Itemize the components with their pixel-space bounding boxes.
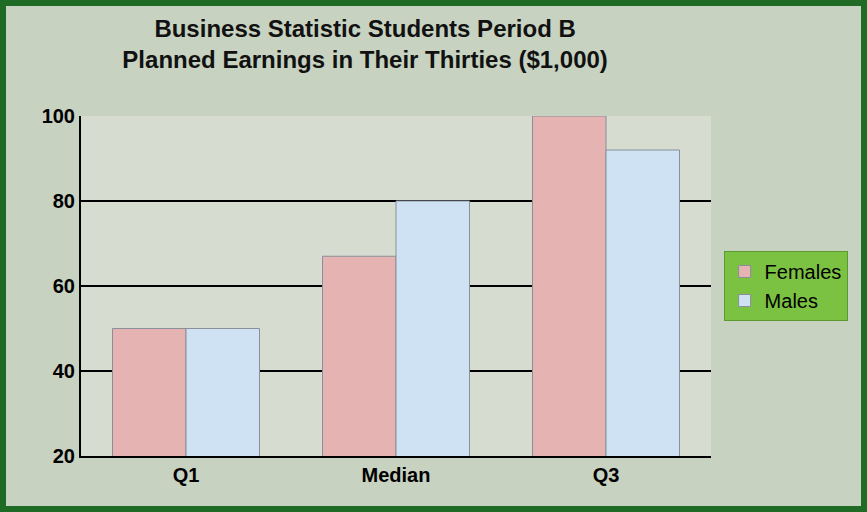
svg-text:Q3: Q3 xyxy=(593,464,620,486)
svg-text:Q1: Q1 xyxy=(173,464,200,486)
svg-text:Males: Males xyxy=(765,290,818,312)
svg-text:40: 40 xyxy=(53,360,75,382)
svg-text:60: 60 xyxy=(53,275,75,297)
svg-text:Females: Females xyxy=(765,261,842,283)
svg-text:Business Statistic Students Pe: Business Statistic Students Period BPlan… xyxy=(122,15,607,73)
svg-text:100: 100 xyxy=(42,105,75,127)
svg-text:20: 20 xyxy=(53,445,75,467)
svg-text:Median: Median xyxy=(362,464,431,486)
svg-text:80: 80 xyxy=(53,190,75,212)
